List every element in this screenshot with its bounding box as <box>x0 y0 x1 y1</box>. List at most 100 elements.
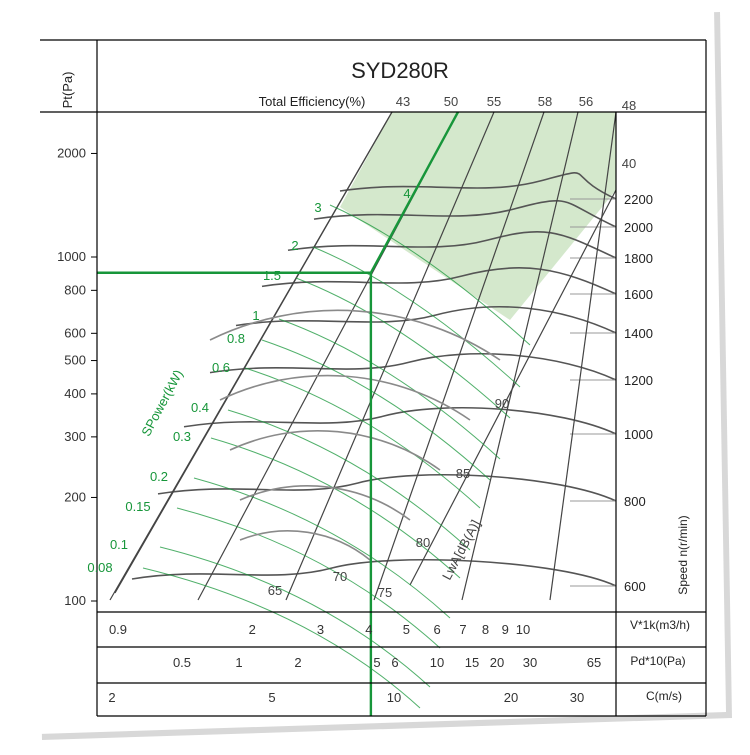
velocity-tick-label: 5 <box>268 690 275 705</box>
flow-tick-label: 5 <box>403 622 410 637</box>
velocity-tick-label: 20 <box>504 690 518 705</box>
velocity-tick-label: 30 <box>570 690 584 705</box>
power-value-label: 4 <box>403 186 410 201</box>
power-value-label: 2 <box>291 238 298 253</box>
y-tick-label: 300 <box>64 429 86 444</box>
pd-axis-title: Pd*10(Pa) <box>630 654 685 668</box>
power-line <box>329 204 531 346</box>
y-axis-ticks: 100 200 300 400 500 600 800 1000 2000 <box>57 145 97 608</box>
noise-curve <box>239 530 371 561</box>
efficiency-line <box>373 111 545 601</box>
flow-tick-label: 0.9 <box>109 622 127 637</box>
power-value-label: 1 <box>252 308 259 323</box>
flow-axis-title: V*1k(m3/h) <box>630 618 690 632</box>
efficiency-line <box>461 111 579 601</box>
pd-tick-label: 30 <box>523 655 537 670</box>
speed-axis-title: Speed n(r/min) <box>676 515 690 594</box>
efficiency-axis-title: Total Efficiency(%) <box>259 94 366 109</box>
noise-curve <box>209 309 501 361</box>
x-axis-ticks: 0.9 2 3 4 5 6 7 8 9 100.5 1 2 5 6 10 15 20 30 652 5 10 20 30 <box>108 622 601 705</box>
power-value-label: 3 <box>314 200 321 215</box>
power-line <box>295 277 511 419</box>
speed-value-label: 2200 <box>624 192 653 207</box>
speed-line <box>313 199 617 228</box>
y-tick-label: 2000 <box>57 145 86 160</box>
pd-tick-label: 2 <box>294 655 301 670</box>
power-line <box>261 339 491 481</box>
power-value-label: 0.3 <box>173 429 191 444</box>
flow-tick-label: 6 <box>433 622 440 637</box>
power-line <box>210 437 461 579</box>
power-value-label: 0.1 <box>110 537 128 552</box>
noise-value-label: 65 <box>268 583 282 598</box>
efficiency-value-label: 56 <box>579 94 593 109</box>
power-line <box>278 318 501 460</box>
power-value-label: 0.6 <box>212 360 230 375</box>
pd-tick-label: 0.5 <box>173 655 191 670</box>
speed-line <box>339 172 617 200</box>
flow-tick-label: 8 <box>482 622 489 637</box>
flow-tick-label: 4 <box>365 622 372 637</box>
noise-value-label: 90 <box>495 396 509 411</box>
noise-curve <box>229 429 441 471</box>
velocity-tick-label: 10 <box>387 690 401 705</box>
power-value-label: 1.5 <box>263 268 281 283</box>
noise-value-label: 85 <box>456 466 470 481</box>
speed-line <box>183 407 617 435</box>
power-value-label: 0.15 <box>125 499 150 514</box>
plot-layer <box>97 111 617 716</box>
power-line <box>244 367 481 509</box>
speed-line <box>209 352 617 381</box>
flow-tick-label: 9 <box>502 622 509 637</box>
efficiency-line <box>285 111 495 601</box>
efficiency-value-label: 40 <box>622 156 636 171</box>
power-value-label: 0.8 <box>227 331 245 346</box>
speed-value-label: 2000 <box>624 220 653 235</box>
power-value-label: 0.2 <box>150 469 168 484</box>
flow-tick-label: 2 <box>249 622 256 637</box>
power-value-label: 0.4 <box>191 400 209 415</box>
efficiency-line <box>549 111 617 601</box>
y-tick-label: 600 <box>64 325 86 340</box>
power-line <box>227 409 471 551</box>
flow-tick-label: 3 <box>317 622 324 637</box>
operating-efficiency-line <box>369 111 460 274</box>
speed-value-label: 800 <box>624 494 646 509</box>
speed-line <box>235 305 617 334</box>
efficiency-value-label: 43 <box>396 94 410 109</box>
y-tick-label: 200 <box>64 489 86 504</box>
efficiency-value-label: 58 <box>538 94 552 109</box>
y-tick-label: 1000 <box>57 249 86 264</box>
y-tick-label: 100 <box>64 593 86 608</box>
power-line <box>176 507 441 649</box>
y-tick-label: 400 <box>64 386 86 401</box>
pd-tick-label: 20 <box>490 655 504 670</box>
efficiency-value-label: 55 <box>487 94 501 109</box>
pd-tick-label: 15 <box>465 655 479 670</box>
card-background <box>24 8 726 734</box>
speed-value-label: 600 <box>624 579 646 594</box>
velocity-axis-title: C(m/s) <box>646 689 682 703</box>
speed-line <box>287 230 617 259</box>
noise-curve <box>219 374 471 421</box>
speed-value-label: 1400 <box>624 326 653 341</box>
efficiency-value-label: 50 <box>444 94 458 109</box>
speed-value-label: 1000 <box>624 427 653 442</box>
y-axis-title: Pt(Pa) <box>60 72 75 109</box>
noise-value-label: 70 <box>333 569 347 584</box>
chart-frame <box>40 39 707 717</box>
speed-line <box>261 267 617 295</box>
speed-value-label: 1200 <box>624 373 653 388</box>
speed-value-label: 1800 <box>624 251 653 266</box>
flow-tick-label: 7 <box>459 622 466 637</box>
efficiency-value-label: 48 <box>622 98 636 113</box>
pd-tick-label: 6 <box>391 655 398 670</box>
high-efficiency-zone <box>340 112 616 320</box>
speed-line <box>131 558 617 587</box>
pd-tick-label: 65 <box>587 655 601 670</box>
power-line <box>159 546 431 688</box>
speed-value-label: 1600 <box>624 287 653 302</box>
pd-tick-label: 10 <box>430 655 444 670</box>
